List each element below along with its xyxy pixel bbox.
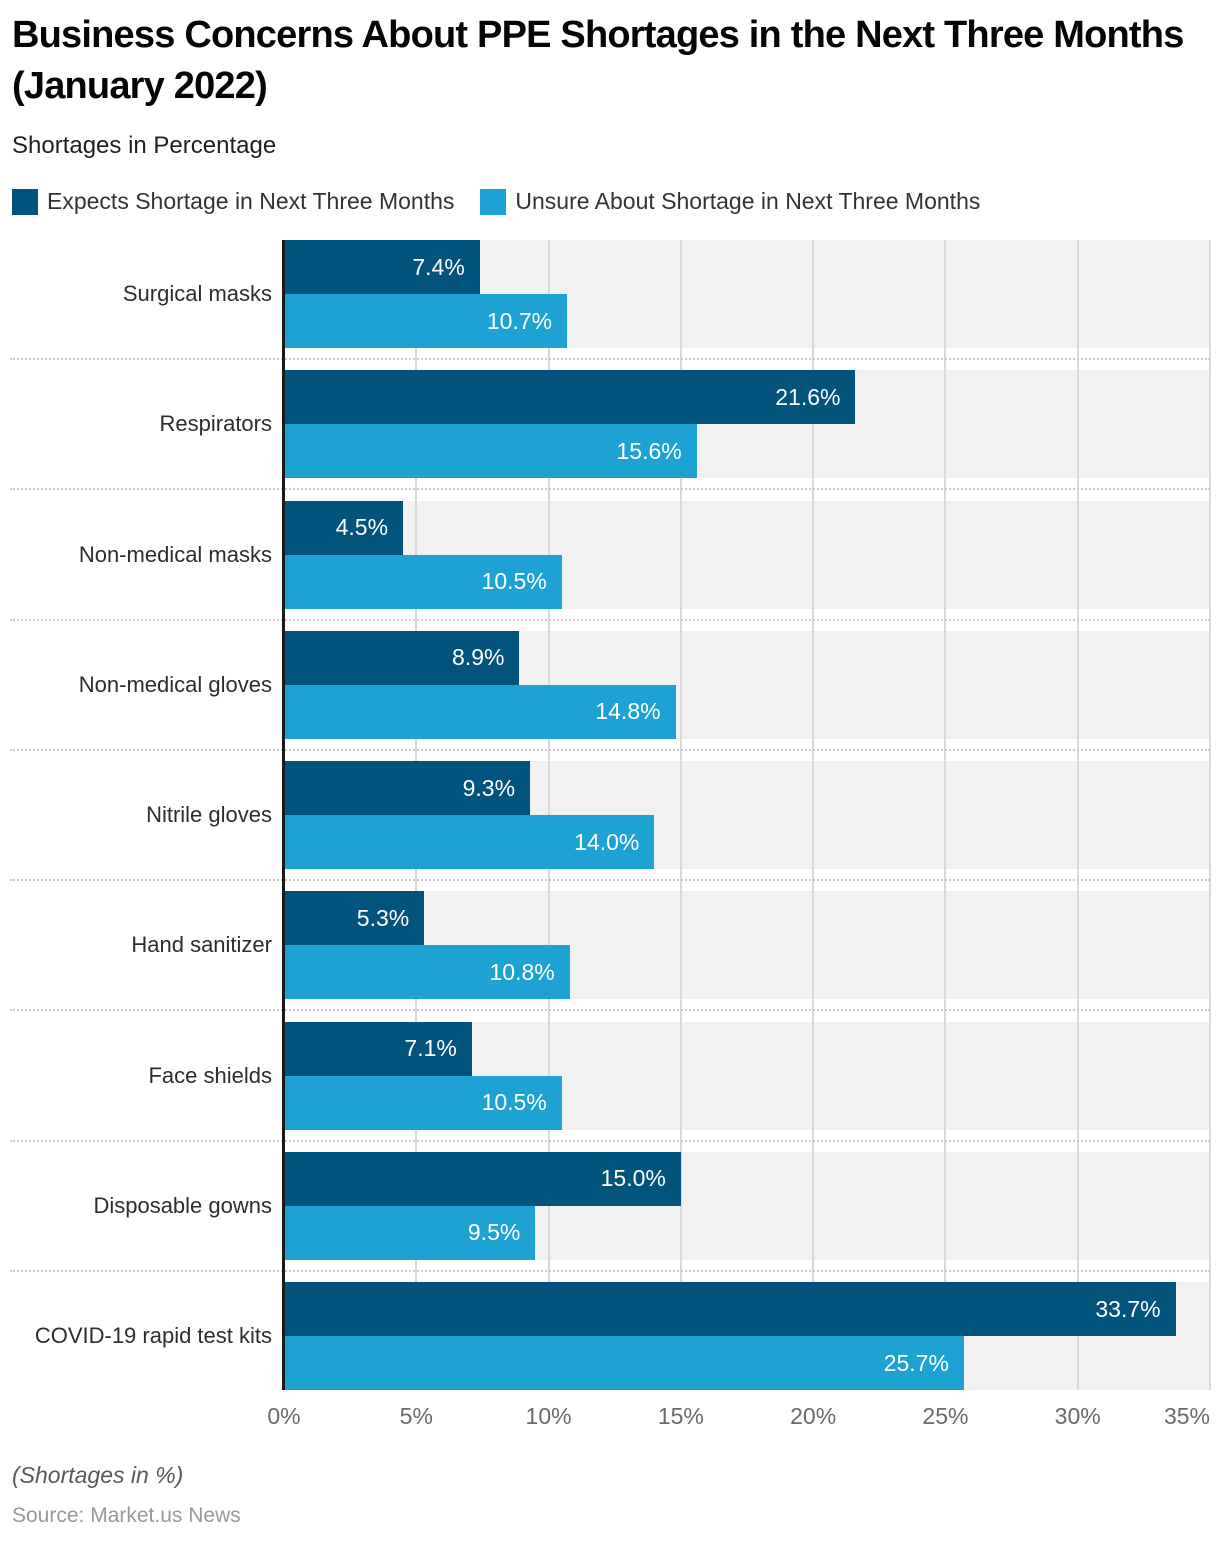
bar-expects-shortage: 15.0% <box>284 1151 681 1206</box>
category-label: Respirators <box>159 411 272 437</box>
row-separator <box>10 358 1210 360</box>
legend-swatch-unsure-icon <box>480 188 507 215</box>
bar-expects-shortage: 9.3% <box>284 761 531 815</box>
bar-unsure-shortage: 14.8% <box>284 684 676 739</box>
gridline <box>1076 240 1079 1390</box>
gridline <box>812 240 815 1390</box>
bar-unsure-shortage: 15.6% <box>284 424 697 479</box>
bar-value-label: 4.5% <box>335 514 389 540</box>
bar-expects-shortage: 33.7% <box>284 1282 1176 1336</box>
row-separator <box>10 1009 1210 1012</box>
bar-unsure-shortage: 10.5% <box>284 1075 562 1130</box>
bar-value-label: 25.7% <box>883 1349 949 1376</box>
footer-note: (Shortages in %) <box>12 1462 184 1488</box>
bar-value-label: 14.0% <box>574 828 640 855</box>
gridline <box>679 240 682 1390</box>
chart-title: Business Concerns About PPE Shortages in… <box>12 14 1184 107</box>
category-label: Non-medical masks <box>78 541 272 567</box>
bar-expects-shortage: 21.6% <box>284 370 856 425</box>
legend-item-expects-shortage[interactable]: Expects Shortage in Next Three Months <box>12 188 454 215</box>
row-separator <box>10 879 1210 881</box>
bar-unsure-shortage: 9.5% <box>284 1205 536 1260</box>
bar-unsure-shortage: 10.8% <box>284 945 570 1000</box>
legend-swatch-expects-icon <box>12 188 38 215</box>
x-axis-tick-label: 5% <box>399 1403 433 1429</box>
bar-value-label: 15.0% <box>600 1165 666 1192</box>
bar-value-label: 10.5% <box>481 568 547 594</box>
bar-value-label: 9.3% <box>462 774 516 801</box>
bar-value-label: 21.6% <box>775 383 841 410</box>
row-separator <box>10 1269 1210 1272</box>
x-axis-tick-label: 15% <box>657 1403 704 1429</box>
category-label: COVID-19 rapid test kits <box>34 1323 272 1348</box>
row-separator <box>10 618 1210 621</box>
x-axis-tick-label: 10% <box>525 1403 572 1429</box>
category-label: Disposable gowns <box>93 1192 272 1218</box>
bar-value-label: 5.3% <box>356 904 410 931</box>
category-label: Surgical masks <box>122 281 272 306</box>
legend-label-unsure: Unsure About Shortage in Next Three Mont… <box>515 188 981 214</box>
bar-value-label: 14.8% <box>595 698 661 725</box>
bar-value-label: 7.4% <box>412 253 465 280</box>
x-axis-tick-label: 25% <box>922 1403 969 1429</box>
category-label: Nitrile gloves <box>146 802 272 827</box>
bar-expects-shortage: 7.4% <box>284 240 480 294</box>
bar-unsure-shortage: 14.0% <box>284 815 655 869</box>
bar-unsure-shortage: 10.7% <box>284 294 568 348</box>
row-separator <box>10 1139 1210 1142</box>
category-label: Hand sanitizer <box>131 932 272 958</box>
legend-label-expects: Expects Shortage in Next Three Months <box>47 188 455 214</box>
bar-chart: Surgical masks 7.4% 10.7% Respirators 21.6% 1… <box>0 240 1220 1440</box>
bar-expects-shortage: 7.1% <box>284 1021 472 1076</box>
bar-unsure-shortage: 10.5% <box>284 554 562 609</box>
category-label: Non-medical gloves <box>78 671 272 697</box>
y-axis-line <box>282 240 285 1390</box>
bar-expects-shortage: 8.9% <box>284 630 520 685</box>
bar-expects-shortage: 5.3% <box>284 891 425 946</box>
row-separator <box>10 488 1210 491</box>
x-axis-tick-label: 20% <box>790 1403 837 1429</box>
gridline <box>1209 240 1211 1390</box>
bar-value-label: 7.1% <box>404 1035 457 1061</box>
bar-value-label: 15.6% <box>616 437 682 464</box>
category-label: Face shields <box>148 1062 272 1088</box>
legend-item-unsure-shortage[interactable]: Unsure About Shortage in Next Three Mont… <box>480 188 980 215</box>
bar-expects-shortage: 4.5% <box>284 500 404 555</box>
source-credit: Source: Market.us News <box>12 1504 241 1527</box>
legend: Expects Shortage in Next Three Months Un… <box>12 188 980 215</box>
bar-value-label: 10.5% <box>481 1089 547 1115</box>
bar-value-label: 9.5% <box>467 1219 521 1246</box>
gridline <box>944 240 947 1390</box>
row-separator <box>10 748 1210 751</box>
x-axis-tick-label: 0% <box>267 1403 301 1429</box>
bar-value-label: 10.7% <box>486 307 553 334</box>
x-axis-tick-label: 30% <box>1054 1403 1101 1429</box>
bar-unsure-shortage: 25.7% <box>284 1336 964 1390</box>
bar-value-label: 10.8% <box>489 958 555 985</box>
chart-subtitle: Shortages in Percentage <box>12 132 277 159</box>
x-axis-tick-label: 35% <box>1163 1403 1210 1429</box>
bar-value-label: 33.7% <box>1095 1295 1161 1322</box>
bar-value-label: 8.9% <box>452 644 505 671</box>
